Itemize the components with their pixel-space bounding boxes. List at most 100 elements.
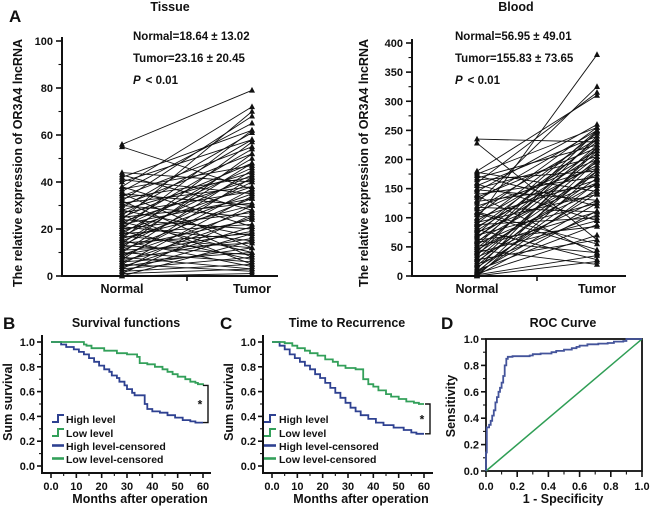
tissue-pair-line [121, 176, 253, 260]
roc-ytick-label: 0.2 [464, 440, 479, 452]
survival-xtick-label: 10 [70, 481, 82, 493]
roc-xtick-label: 1.0 [634, 481, 649, 493]
blood-tumor-stat: Tumor=155.83 ± 73.65 [455, 53, 574, 65]
tissue-pair-line [121, 233, 253, 272]
tissue-pair-line [121, 186, 253, 204]
blood-pair-line [476, 228, 598, 261]
tissue-pair-line [121, 162, 253, 244]
tissue-ytick-label: 100 [35, 36, 53, 48]
legend-step-low-icon [264, 428, 276, 437]
recurrence-ytick-label: 0.0 [241, 461, 256, 473]
blood-pair-line [476, 160, 598, 274]
blood-ytick-label: 400 [385, 38, 403, 50]
survival-xtick-label: 50 [172, 481, 184, 493]
panel-b-label: B [3, 314, 15, 333]
tissue-pair-line [121, 115, 253, 202]
blood-pair-line [476, 195, 598, 255]
blood-marker [474, 246, 480, 253]
blood-marker [474, 272, 480, 279]
blood-category-tumor: Tumor [578, 282, 616, 296]
tissue-pair-line [121, 256, 253, 270]
blood-pair-line [476, 211, 598, 245]
blood-pair-line [476, 162, 598, 237]
tissue-pair-line [121, 111, 253, 220]
blood-marker [594, 196, 600, 203]
blood-pair-line [476, 188, 598, 275]
blood-marker [594, 221, 600, 227]
tissue-marker [119, 272, 125, 279]
roc-title: ROC Curve [530, 316, 597, 330]
blood-marker [594, 261, 600, 267]
survival-legend-high-censored: High level-censored [66, 441, 166, 453]
survival-ytick-label: 0.6 [20, 387, 35, 399]
blood-pair-line [476, 92, 598, 184]
blood-marker [594, 217, 600, 223]
roc-x-axis-label: 1 - Specificity [523, 492, 604, 506]
blood-pair-line [476, 142, 598, 241]
roc-plot: 0.0 0.0 0.2 0.2 0.4 0.4 0.6 0.6 0.8 0.8 1.0 1.0 [464, 334, 650, 493]
survival-xtick-label: 0.0 [43, 481, 58, 493]
tissue-ytick-label: 80 [41, 83, 53, 95]
blood-p-rest: < 0.01 [468, 75, 501, 87]
blood-p-symbol: P [455, 75, 463, 87]
roc-curve [485, 338, 642, 471]
blood-marker [474, 208, 480, 215]
blood-marker [474, 139, 480, 146]
legend-step-low-icon [52, 428, 64, 437]
blood-marker [594, 199, 600, 206]
blood-marker [594, 157, 600, 163]
tissue-pair-lines [119, 86, 255, 279]
tissue-marker [249, 178, 255, 185]
blood-ytick-label: 100 [385, 213, 403, 225]
blood-pair-line [476, 240, 598, 254]
tissue-marker [249, 265, 255, 272]
tissue-marker [249, 103, 255, 110]
blood-marker [594, 189, 600, 196]
blood-pair-line [476, 224, 598, 271]
tissue-marker [249, 244, 255, 251]
recurrence-x-axis-label: Months after operation [293, 492, 428, 506]
recurrence-xtick-label: 10 [291, 481, 303, 493]
survival-title: Survival functions [72, 316, 180, 330]
recurrence-ytick-label: 0.2 [241, 436, 256, 448]
blood-marker [594, 174, 600, 181]
blood-pair-line [476, 132, 598, 224]
blood-pair-line [476, 147, 598, 270]
recurrence-title: Time to Recurrence [289, 316, 406, 330]
tissue-ytick-label: 40 [41, 177, 53, 189]
tissue-pair-line [121, 268, 253, 275]
tissue-pair-line [121, 89, 253, 145]
recurrence-legend-high-censored: High level-censored [279, 441, 379, 453]
tissue-ytick-label: 60 [41, 130, 53, 142]
survival-xtick-label: 20 [96, 481, 108, 493]
tissue-p-symbol: P [133, 75, 141, 87]
tissue-plot: 0 20 40 60 80 100 [35, 36, 278, 283]
blood-marker [594, 147, 600, 154]
blood-marker [594, 207, 600, 214]
tissue-pair-line [121, 240, 253, 277]
tissue-marker [249, 270, 255, 276]
survival-ytick-label: 0.4 [20, 411, 36, 423]
blood-marker [594, 153, 600, 159]
blood-marker [474, 135, 480, 142]
roc-xtick-label: 0.8 [603, 481, 618, 493]
survival-ytick-label: 0.8 [20, 362, 35, 374]
tissue-marker [119, 178, 125, 185]
tissue-marker [249, 211, 255, 218]
blood-marker [474, 176, 480, 183]
blood-pair-line [476, 177, 598, 262]
tissue-marker [249, 150, 255, 157]
survival-ytick-label: 0.2 [20, 436, 35, 448]
recurrence-significance-bracket [425, 403, 431, 435]
tissue-pair-line [121, 230, 253, 261]
tissue-pair-line [121, 139, 253, 216]
blood-marker [594, 231, 600, 238]
recurrence-xtick-label: 50 [393, 481, 405, 493]
blood-pair-lines [474, 51, 600, 279]
blood-marker [594, 202, 600, 209]
blood-marker [594, 138, 600, 145]
tissue-tumor-stat: Tumor=23.16 ± 20.45 [133, 53, 245, 65]
tissue-marker [249, 159, 255, 166]
blood-pair-line [476, 170, 598, 181]
